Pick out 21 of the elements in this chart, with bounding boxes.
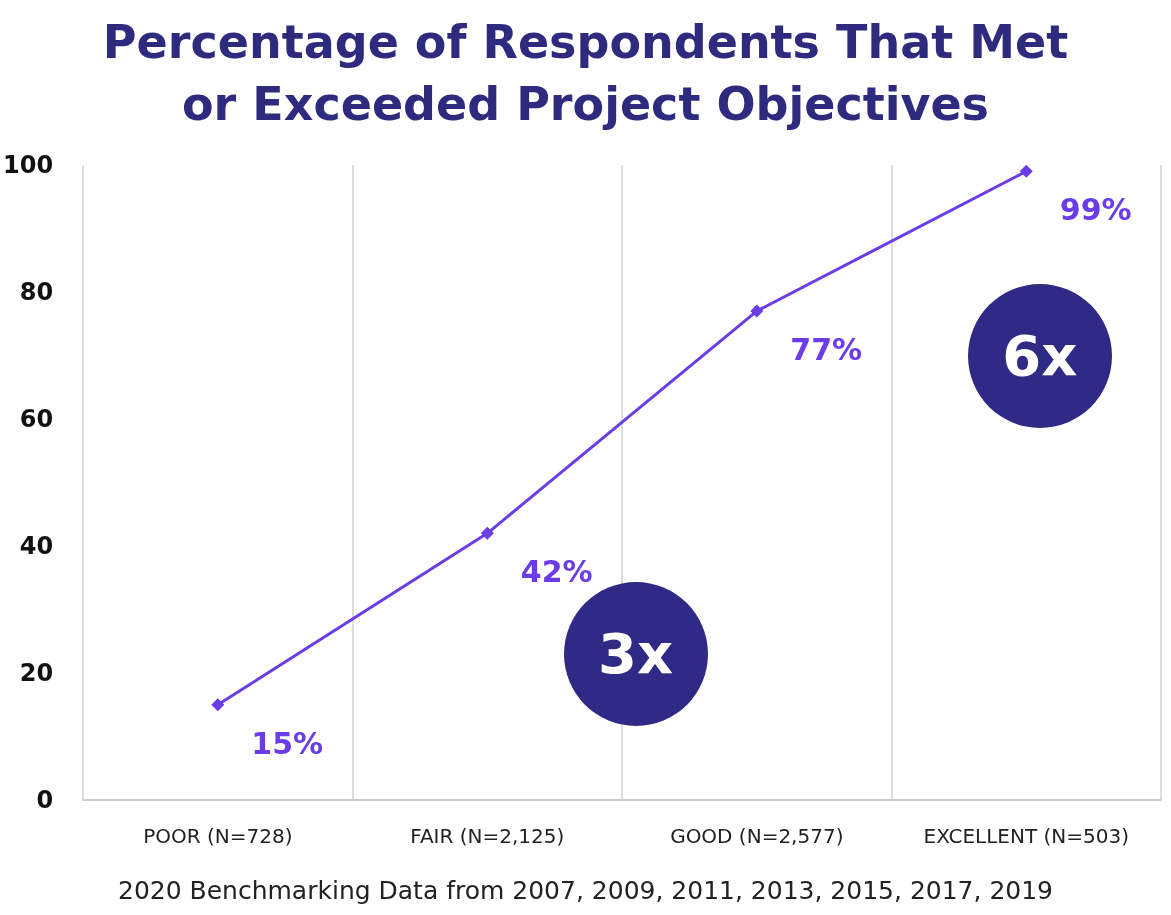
chart-title: Percentage of Respondents That Met or Exceeded Project Objectives bbox=[102, 15, 1069, 131]
y-tick-label: 60 bbox=[19, 405, 54, 433]
point bbox=[211, 698, 225, 712]
x-tick-label: POOR (N=728) bbox=[143, 824, 293, 848]
x-tick-label: EXCELLENT (N=503) bbox=[923, 824, 1129, 848]
y-tick-label: 100 bbox=[2, 151, 54, 179]
circle-badge: 6x bbox=[967, 283, 1112, 428]
data-label: 99% bbox=[1059, 192, 1132, 228]
data-label: 77% bbox=[790, 332, 863, 368]
point bbox=[1019, 164, 1033, 178]
x-tick-label: FAIR (N=2,125) bbox=[410, 824, 565, 848]
text: 2020 Benchmarking Data from 2007, 2009, 2011, 2013, 2015, 2017, 2019 bbox=[117, 876, 1054, 905]
circle-badge: 3x bbox=[563, 581, 708, 726]
y-tick-label: 80 bbox=[19, 278, 54, 306]
x-tick-label: GOOD (N=2,577) bbox=[670, 824, 844, 848]
data-label: 15% bbox=[251, 725, 324, 761]
point bbox=[480, 526, 494, 540]
y-tick-label: 20 bbox=[19, 659, 54, 687]
point bbox=[750, 304, 764, 318]
y-tick-label: 40 bbox=[19, 532, 54, 560]
y-tick-label: 0 bbox=[36, 786, 54, 814]
